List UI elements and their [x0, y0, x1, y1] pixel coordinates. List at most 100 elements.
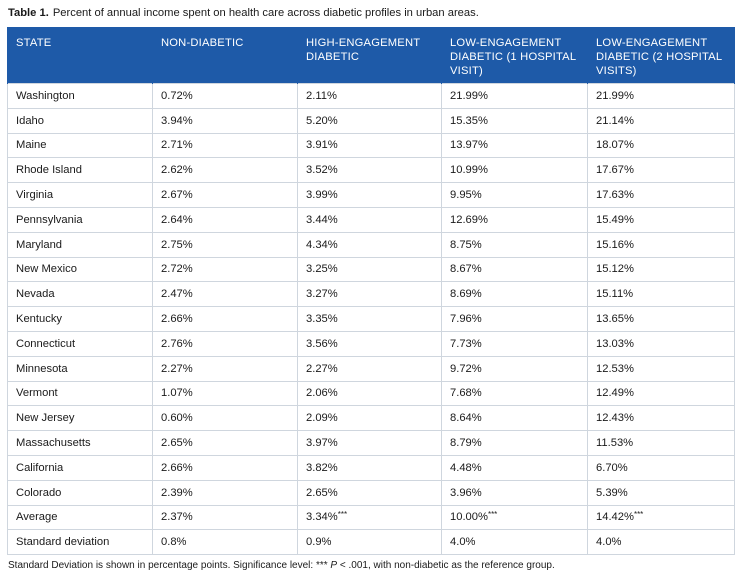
cell-average-non-diabetic: 2.37% [152, 504, 298, 531]
cell-low-engagement-1: 8.64% [441, 405, 588, 432]
cell-high-engagement: 2.06% [297, 380, 442, 407]
cell-low-engagement-2: 12.43% [587, 405, 735, 432]
cell-non-diabetic: 2.66% [152, 454, 298, 481]
cell-high-engagement: 3.52% [297, 157, 442, 184]
table-row: Vermont 1.07% 2.06% 7.68% 12.49% [7, 380, 735, 407]
cell-non-diabetic: 2.72% [152, 256, 298, 283]
table-row: California 2.66% 3.82% 4.48% 6.70% [7, 454, 735, 481]
cell-state: New Jersey [7, 405, 153, 432]
header-row: STATE NON-DIABETIC HIGH-ENGAGEMENT DIABE… [7, 27, 735, 84]
cell-low-engagement-1: 8.67% [441, 256, 588, 283]
cell-std-dev-low-2: 4.0% [587, 529, 735, 556]
cell-low-engagement-1: 8.79% [441, 430, 588, 456]
cell-low-engagement-2: 17.63% [587, 182, 735, 208]
cell-state: Washington [7, 83, 153, 109]
cell-low-engagement-2: 11.53% [587, 430, 735, 456]
table-row: Washington 0.72% 2.11% 21.99% 21.99% [7, 83, 735, 109]
cell-high-engagement: 3.99% [297, 182, 442, 208]
cell-non-diabetic: 2.66% [152, 306, 298, 332]
cell-state: California [7, 454, 153, 481]
cell-average-low-2: 14.42%*** [587, 504, 735, 531]
table-caption-text: Percent of annual income spent on health… [52, 7, 479, 19]
cell-low-engagement-2: 13.65% [587, 306, 735, 332]
cell-non-diabetic: 2.27% [152, 355, 298, 382]
table-row: New Jersey 0.60% 2.09% 8.64% 12.43% [7, 405, 735, 432]
average-low-2-value: 14.42% [596, 511, 634, 524]
cell-low-engagement-1: 8.69% [441, 281, 588, 308]
cell-non-diabetic: 3.94% [152, 107, 298, 134]
cell-state: Vermont [7, 380, 153, 407]
cell-state: Colorado [7, 479, 153, 506]
significance-marker: *** [487, 510, 498, 520]
cell-low-engagement-1: 15.35% [441, 107, 588, 134]
table-row: Pennsylvania 2.64% 3.44% 12.69% 15.49% [7, 206, 735, 233]
cell-non-diabetic: 2.76% [152, 330, 298, 357]
cell-low-engagement-1: 13.97% [441, 132, 588, 159]
cell-state: Nevada [7, 281, 153, 308]
table-row: Massachusetts 2.65% 3.97% 8.79% 11.53% [7, 430, 735, 456]
table-row: Maryland 2.75% 4.34% 8.75% 15.16% [7, 231, 735, 258]
cell-non-diabetic: 2.75% [152, 231, 298, 258]
cell-std-dev-non-diabetic: 0.8% [152, 529, 298, 556]
table-row: Nevada 2.47% 3.27% 8.69% 15.11% [7, 281, 735, 308]
cell-state: Idaho [7, 107, 153, 134]
cell-state: Rhode Island [7, 157, 153, 184]
cell-average-low-1: 10.00%*** [441, 504, 588, 531]
average-high-engagement-value: 3.34% [306, 511, 338, 524]
table-row: Connecticut 2.76% 3.56% 7.73% 13.03% [7, 330, 735, 357]
cell-low-engagement-1: 7.73% [441, 330, 588, 357]
cell-state: Maine [7, 132, 153, 159]
cell-high-engagement: 2.65% [297, 479, 442, 506]
cell-std-dev-high-engagement: 0.9% [297, 529, 442, 556]
cell-high-engagement: 3.82% [297, 454, 442, 481]
cell-low-engagement-2: 12.53% [587, 355, 735, 382]
cell-low-engagement-1: 7.96% [441, 306, 588, 332]
cell-high-engagement: 3.35% [297, 306, 442, 332]
cell-high-engagement: 3.91% [297, 132, 442, 159]
cell-low-engagement-1: 4.48% [441, 454, 588, 481]
cell-state: New Mexico [7, 256, 153, 283]
cell-state: Kentucky [7, 306, 153, 332]
significance-marker: *** [633, 510, 644, 520]
cell-non-diabetic: 1.07% [152, 380, 298, 407]
cell-high-engagement: 3.97% [297, 430, 442, 456]
footnote-text-before: Standard Deviation is shown in percentag… [8, 560, 328, 571]
cell-average-label: Average [7, 504, 153, 531]
cell-std-dev-label: Standard deviation [7, 529, 153, 556]
cell-low-engagement-1: 9.95% [441, 182, 588, 208]
cell-low-engagement-1: 21.99% [441, 83, 588, 109]
cell-low-engagement-2: 21.14% [587, 107, 735, 134]
cell-state: Massachusetts [7, 430, 153, 456]
footnote-p-symbol: P [330, 560, 338, 571]
table-row-std-dev: Standard deviation 0.8% 0.9% 4.0% 4.0% [7, 529, 735, 556]
table-row-average: Average 2.37% 3.34%*** 10.00%*** 14.42%*… [7, 504, 735, 531]
cell-state: Minnesota [7, 355, 153, 382]
cell-low-engagement-1: 12.69% [441, 206, 588, 233]
cell-non-diabetic: 2.64% [152, 206, 298, 233]
table-row: Rhode Island 2.62% 3.52% 10.99% 17.67% [7, 157, 735, 184]
table-body: Washington 0.72% 2.11% 21.99% 21.99% Idaho 3.9… [7, 83, 735, 556]
average-low-1-value: 10.00% [450, 511, 488, 524]
cell-state: Virginia [7, 182, 153, 208]
cell-non-diabetic: 2.62% [152, 157, 298, 184]
table-row: Kentucky 2.66% 3.35% 7.96% 13.65% [7, 306, 735, 332]
cell-low-engagement-2: 21.99% [587, 83, 735, 109]
header-non-diabetic: NON-DIABETIC [152, 27, 298, 84]
table-row: Colorado 2.39% 2.65% 3.96% 5.39% [7, 479, 735, 506]
header-state: STATE [7, 27, 153, 84]
cell-high-engagement: 2.27% [297, 355, 442, 382]
table-row: Virginia 2.67% 3.99% 9.95% 17.63% [7, 182, 735, 208]
header-low-engagement-1-visit: LOW-ENGAGEMENT DIABETIC (1 HOSPITAL VISI… [441, 27, 588, 84]
cell-non-diabetic: 0.72% [152, 83, 298, 109]
cell-high-engagement: 3.27% [297, 281, 442, 308]
table-row: Maine 2.71% 3.91% 13.97% 18.07% [7, 132, 735, 159]
footnote-text-after: < .001, with non-diabetic as the referen… [339, 560, 555, 571]
table-row: New Mexico 2.72% 3.25% 8.67% 15.12% [7, 256, 735, 283]
cell-low-engagement-2: 13.03% [587, 330, 735, 357]
cell-high-engagement: 5.20% [297, 107, 442, 134]
cell-non-diabetic: 2.39% [152, 479, 298, 506]
cell-low-engagement-2: 12.49% [587, 380, 735, 407]
cell-state: Pennsylvania [7, 206, 153, 233]
cell-high-engagement: 4.34% [297, 231, 442, 258]
cell-non-diabetic: 2.67% [152, 182, 298, 208]
